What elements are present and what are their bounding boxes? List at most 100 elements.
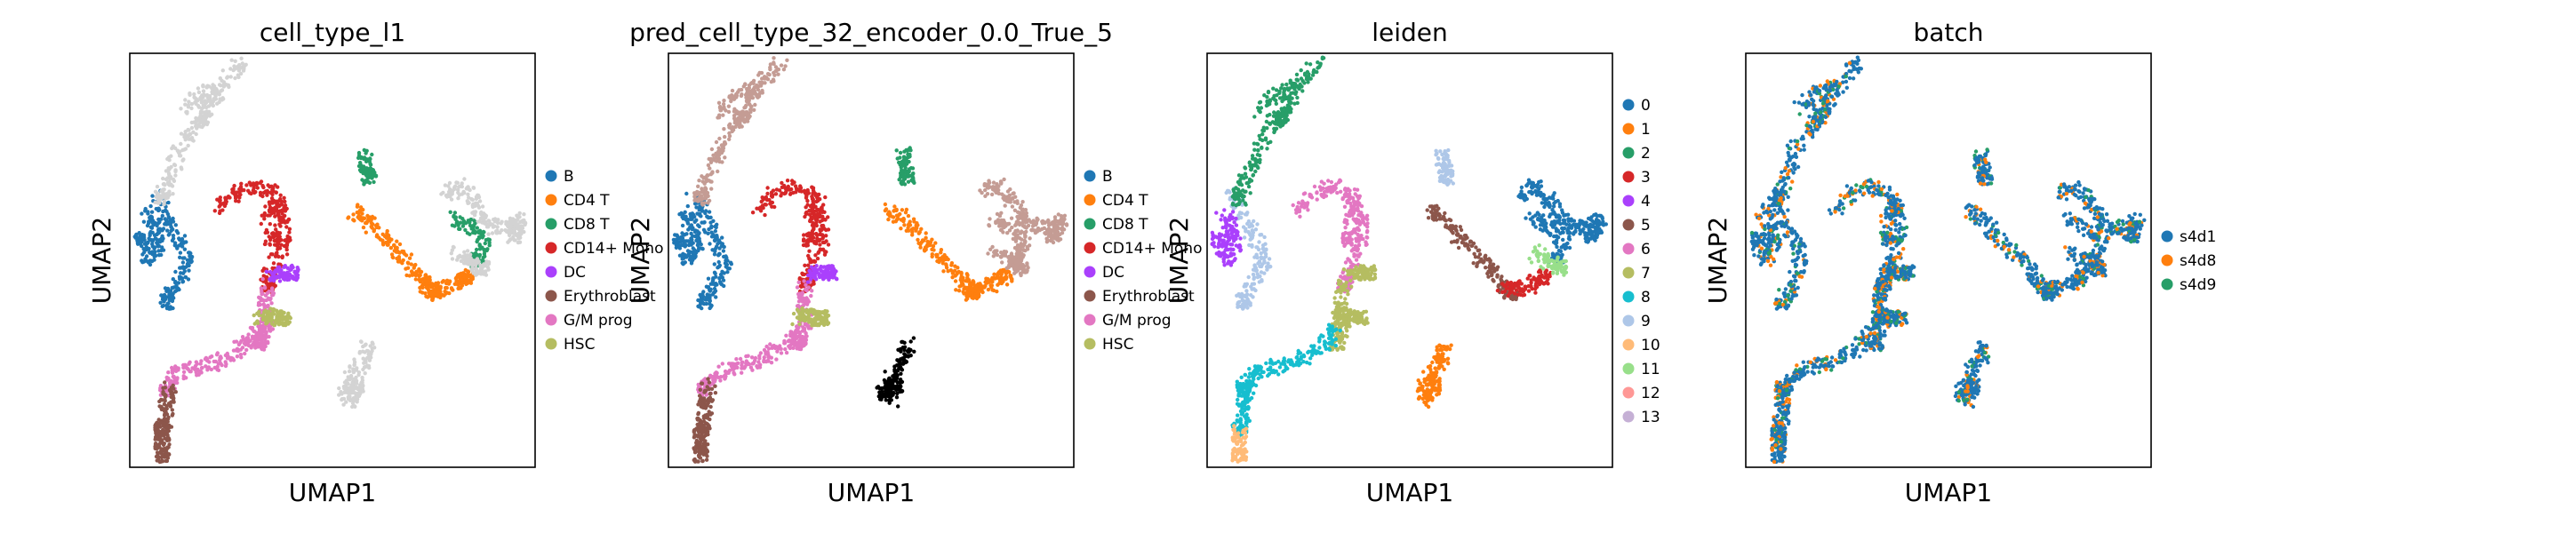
data-point <box>708 306 712 311</box>
data-point <box>272 238 276 243</box>
data-point <box>272 277 276 282</box>
data-point <box>214 353 220 357</box>
data-point <box>202 114 206 118</box>
data-point <box>236 342 242 347</box>
data-point <box>275 316 279 321</box>
data-point <box>449 251 453 256</box>
data-point <box>163 297 168 302</box>
data-point <box>815 322 820 328</box>
data-point <box>279 219 284 224</box>
data-point <box>462 250 467 254</box>
data-point <box>704 192 708 196</box>
data-point <box>456 196 460 201</box>
data-point <box>268 314 273 318</box>
data-point <box>260 317 266 322</box>
data-point <box>713 282 717 288</box>
data-point <box>418 273 422 277</box>
data-point <box>450 257 455 261</box>
data-point <box>721 278 726 282</box>
data-point <box>765 353 771 357</box>
data-point <box>377 235 381 240</box>
data-point <box>803 263 807 267</box>
data-point <box>704 457 709 462</box>
data-point <box>271 231 276 235</box>
data-point <box>238 347 243 352</box>
data-point <box>757 356 762 361</box>
data-point <box>1010 204 1015 209</box>
data-point <box>362 182 366 187</box>
data-point <box>154 445 159 450</box>
data-point <box>363 359 367 364</box>
data-point <box>288 267 292 273</box>
data-point <box>199 366 204 370</box>
data-point <box>166 370 171 375</box>
data-point <box>809 317 813 322</box>
data-point <box>251 342 255 346</box>
data-point <box>142 242 148 246</box>
point-cluster-mono-lump <box>259 195 287 249</box>
data-point <box>450 287 454 291</box>
data-point <box>200 110 204 115</box>
data-point <box>169 228 173 233</box>
data-point <box>700 174 704 179</box>
data-point <box>1034 221 1039 226</box>
data-point <box>700 246 705 251</box>
data-point <box>922 247 927 252</box>
data-point <box>162 292 167 298</box>
data-point <box>284 322 288 328</box>
point-cluster-mega <box>337 339 377 410</box>
data-point <box>158 195 163 200</box>
data-point <box>173 279 178 284</box>
data-point <box>176 281 181 285</box>
data-point <box>779 351 784 355</box>
data-point <box>438 286 443 290</box>
data-point <box>804 205 808 210</box>
data-point <box>257 302 261 307</box>
data-point <box>895 156 900 161</box>
data-point <box>458 227 462 231</box>
data-point <box>701 220 707 225</box>
data-point <box>179 107 183 111</box>
data-point <box>187 268 191 273</box>
data-point <box>272 322 276 328</box>
data-point <box>983 194 988 198</box>
data-point <box>231 68 236 73</box>
data-point <box>155 458 159 463</box>
data-point <box>140 233 145 237</box>
data-point <box>811 220 815 226</box>
data-point <box>996 272 1001 276</box>
legend-item-hsc: HSC <box>545 336 595 354</box>
data-point <box>218 97 222 101</box>
data-point <box>213 89 219 93</box>
data-point <box>355 211 359 215</box>
data-point <box>886 217 891 222</box>
data-point <box>453 184 458 188</box>
legend-marker <box>545 194 557 206</box>
data-point <box>352 360 357 364</box>
data-point <box>991 185 996 189</box>
data-point <box>476 230 481 235</box>
data-point <box>769 355 773 360</box>
data-point <box>810 289 814 293</box>
data-point <box>975 290 980 295</box>
data-point <box>217 99 221 105</box>
data-point <box>362 365 367 370</box>
data-point <box>755 206 759 211</box>
data-point <box>264 331 268 337</box>
data-point <box>987 224 992 228</box>
data-point <box>461 254 466 259</box>
data-point <box>242 187 246 193</box>
data-point <box>696 428 700 433</box>
data-point <box>293 277 298 282</box>
data-point <box>179 165 183 170</box>
data-point <box>337 393 341 397</box>
data-point <box>169 164 173 170</box>
data-point <box>278 193 283 197</box>
data-point <box>708 242 712 246</box>
data-point <box>348 365 352 370</box>
data-point <box>276 265 282 269</box>
data-point <box>202 104 206 109</box>
data-point <box>181 370 187 374</box>
data-point <box>390 255 395 259</box>
data-point <box>818 227 822 232</box>
